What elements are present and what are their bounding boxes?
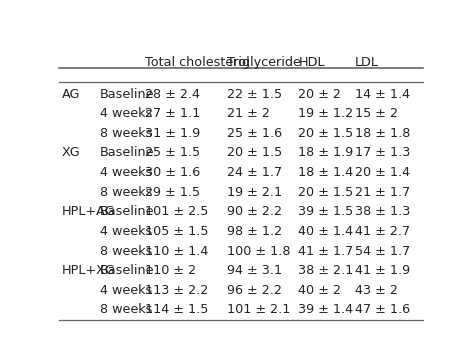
Text: 19 ± 1.2: 19 ± 1.2 <box>298 107 353 120</box>
Text: 4 weeks: 4 weeks <box>100 225 152 238</box>
Text: 39 ± 1.5: 39 ± 1.5 <box>298 205 354 218</box>
Text: 8 weeks: 8 weeks <box>100 245 152 258</box>
Text: Baseline: Baseline <box>100 88 155 100</box>
Text: HPL+XG: HPL+XG <box>62 264 116 277</box>
Text: 94 ± 3.1: 94 ± 3.1 <box>227 264 282 277</box>
Text: 40 ± 2: 40 ± 2 <box>298 284 341 297</box>
Text: 43 ± 2: 43 ± 2 <box>355 284 398 297</box>
Text: 114 ± 1.5: 114 ± 1.5 <box>145 304 209 316</box>
Text: 40 ± 1.4: 40 ± 1.4 <box>298 225 353 238</box>
Text: 22 ± 1.5: 22 ± 1.5 <box>227 88 282 100</box>
Text: 30 ± 1.6: 30 ± 1.6 <box>145 166 201 179</box>
Text: 41 ± 2.7: 41 ± 2.7 <box>355 225 410 238</box>
Text: 41 ± 1.7: 41 ± 1.7 <box>298 245 354 258</box>
Text: 39 ± 1.4: 39 ± 1.4 <box>298 304 353 316</box>
Text: 38 ± 2.1: 38 ± 2.1 <box>298 264 354 277</box>
Text: XG: XG <box>62 146 80 159</box>
Text: 18 ± 1.8: 18 ± 1.8 <box>355 127 410 140</box>
Text: 18 ± 1.9: 18 ± 1.9 <box>298 146 354 159</box>
Text: 20 ± 1.5: 20 ± 1.5 <box>298 127 354 140</box>
Text: 98 ± 1.2: 98 ± 1.2 <box>227 225 282 238</box>
Text: 28 ± 2.4: 28 ± 2.4 <box>145 88 200 100</box>
Text: 24 ± 1.7: 24 ± 1.7 <box>227 166 282 179</box>
Text: 8 weeks: 8 weeks <box>100 127 152 140</box>
Text: 54 ± 1.7: 54 ± 1.7 <box>355 245 410 258</box>
Text: 21 ± 2: 21 ± 2 <box>227 107 270 120</box>
Text: Triglyceride: Triglyceride <box>227 56 301 69</box>
Text: 101 ± 2.5: 101 ± 2.5 <box>145 205 209 218</box>
Text: 41 ± 1.9: 41 ± 1.9 <box>355 264 410 277</box>
Text: 31 ± 1.9: 31 ± 1.9 <box>145 127 201 140</box>
Text: 110 ± 2: 110 ± 2 <box>145 264 196 277</box>
Text: 19 ± 2.1: 19 ± 2.1 <box>227 186 282 199</box>
Text: 38 ± 1.3: 38 ± 1.3 <box>355 205 410 218</box>
Text: 18 ± 1.4: 18 ± 1.4 <box>298 166 354 179</box>
Text: 110 ± 1.4: 110 ± 1.4 <box>145 245 209 258</box>
Text: HDL: HDL <box>298 56 325 69</box>
Text: 101 ± 2.1: 101 ± 2.1 <box>227 304 291 316</box>
Text: 25 ± 1.6: 25 ± 1.6 <box>227 127 282 140</box>
Text: LDL: LDL <box>355 56 379 69</box>
Text: 8 weeks: 8 weeks <box>100 186 152 199</box>
Text: 27 ± 1.1: 27 ± 1.1 <box>145 107 201 120</box>
Text: HPL+AG: HPL+AG <box>62 205 115 218</box>
Text: 47 ± 1.6: 47 ± 1.6 <box>355 304 410 316</box>
Text: AG: AG <box>62 88 80 100</box>
Text: 21 ± 1.7: 21 ± 1.7 <box>355 186 410 199</box>
Text: 100 ± 1.8: 100 ± 1.8 <box>227 245 291 258</box>
Text: Baseline: Baseline <box>100 146 155 159</box>
Text: 17 ± 1.3: 17 ± 1.3 <box>355 146 410 159</box>
Text: 20 ± 1.4: 20 ± 1.4 <box>355 166 410 179</box>
Text: 14 ± 1.4: 14 ± 1.4 <box>355 88 410 100</box>
Text: 90 ± 2.2: 90 ± 2.2 <box>227 205 282 218</box>
Text: 96 ± 2.2: 96 ± 2.2 <box>227 284 282 297</box>
Text: 8 weeks: 8 weeks <box>100 304 152 316</box>
Text: 29 ± 1.5: 29 ± 1.5 <box>145 186 201 199</box>
Text: 20 ± 1.5: 20 ± 1.5 <box>227 146 282 159</box>
Text: Baseline: Baseline <box>100 264 155 277</box>
Text: 25 ± 1.5: 25 ± 1.5 <box>145 146 201 159</box>
Text: 15 ± 2: 15 ± 2 <box>355 107 398 120</box>
Text: Baseline: Baseline <box>100 205 155 218</box>
Text: 4 weeks: 4 weeks <box>100 166 152 179</box>
Text: 105 ± 1.5: 105 ± 1.5 <box>145 225 209 238</box>
Text: 20 ± 1.5: 20 ± 1.5 <box>298 186 354 199</box>
Text: 4 weeks: 4 weeks <box>100 284 152 297</box>
Text: 4 weeks: 4 weeks <box>100 107 152 120</box>
Text: 113 ± 2.2: 113 ± 2.2 <box>145 284 209 297</box>
Text: Total cholesterol: Total cholesterol <box>145 56 250 69</box>
Text: 20 ± 2: 20 ± 2 <box>298 88 341 100</box>
